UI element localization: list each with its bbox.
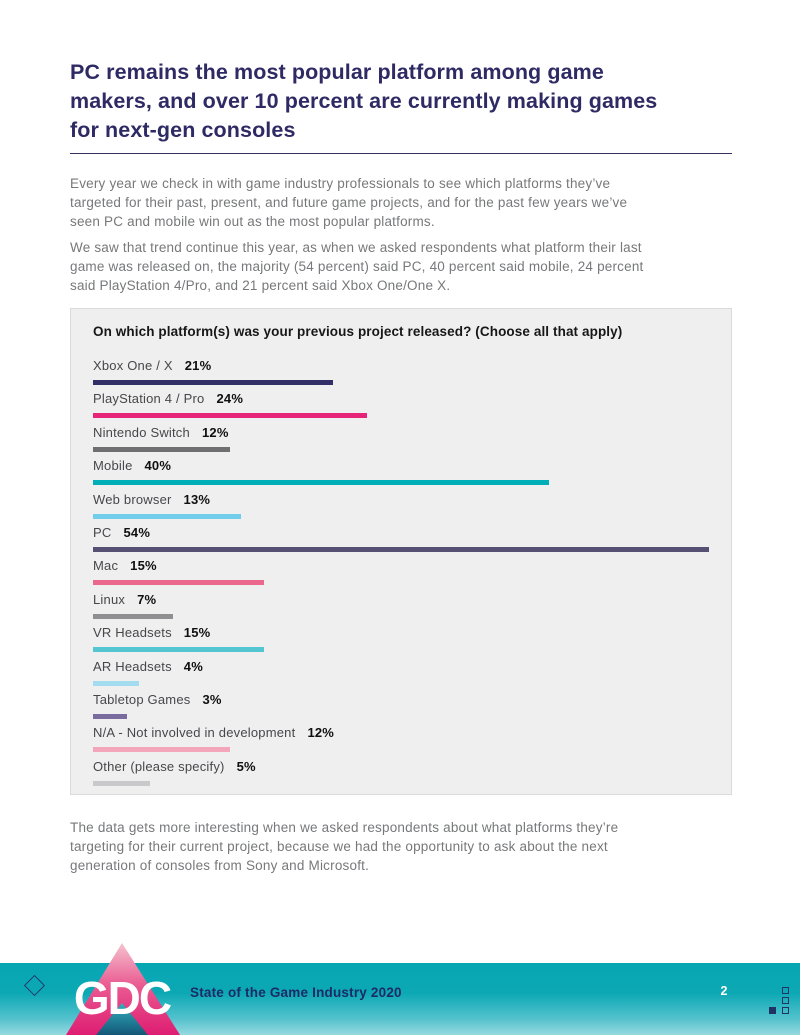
platform-label: Mobile xyxy=(93,458,133,474)
platform-label: Web browser xyxy=(93,491,172,507)
chart-row-line: PlayStation 4 / Pro 24% xyxy=(93,391,709,407)
platform-label: Nintendo Switch xyxy=(93,424,190,440)
platform-bar xyxy=(93,513,242,519)
page-title: PC remains the most popular platform amo… xyxy=(70,60,658,142)
page-number: 2 xyxy=(720,984,728,998)
chart-row: Linux 7% xyxy=(93,592,709,619)
platform-bar xyxy=(93,546,709,552)
indicator-square-outline-1 xyxy=(782,987,789,994)
survey-chart-panel: On which platform(s) was your previous p… xyxy=(70,308,732,795)
platform-label: Linux xyxy=(93,591,126,607)
logo-text: GDC xyxy=(74,972,171,1024)
platform-label: Xbox One / X xyxy=(93,358,173,373)
platform-bar xyxy=(93,480,550,486)
platform-value: 12% xyxy=(201,424,229,440)
chart-row: VR Headsets 15% xyxy=(93,625,709,653)
platform-bar xyxy=(93,380,333,385)
indicator-square-filled xyxy=(769,1007,776,1014)
chart-row: N/A - Not involved in development 12% xyxy=(93,725,709,753)
platform-label: PC xyxy=(93,524,112,540)
chart-row: Mac 15% xyxy=(93,558,709,586)
platform-bar xyxy=(93,747,230,753)
platform-value: 4% xyxy=(183,658,203,674)
platform-value: 7% xyxy=(137,591,157,607)
chart-row-line: VR Headsets 15% xyxy=(93,625,709,641)
chart-row: Xbox One / X 21% xyxy=(93,358,709,385)
platform-bar xyxy=(93,413,367,419)
platform-bar xyxy=(93,713,128,719)
platform-label: PlayStation 4 / Pro xyxy=(93,391,205,407)
logo-triangle-notch xyxy=(96,1003,148,1035)
chart-row: Nintendo Switch 12% xyxy=(93,425,709,452)
platform-label: Mac xyxy=(93,558,119,574)
indicator-square-outline-3 xyxy=(782,1007,789,1014)
chart-row-line: AR Headsets 4% xyxy=(93,659,709,675)
chart-row: Tabletop Games 3% xyxy=(93,692,709,719)
platform-bar xyxy=(93,446,230,452)
platform-label: VR Headsets xyxy=(93,625,172,641)
platform-bar xyxy=(93,580,265,586)
logo-triangle xyxy=(66,943,180,1035)
chart-row: PC 54% xyxy=(93,525,709,552)
chart-row-line: Mobile 40% xyxy=(93,458,709,474)
platform-bar xyxy=(93,647,265,653)
chart-row-line: Web browser 13% xyxy=(93,492,709,508)
platform-value: 15% xyxy=(183,625,211,641)
chart-row-line: N/A - Not involved in development 12% xyxy=(93,725,709,741)
platform-bar xyxy=(93,680,139,686)
chart-row-line: Nintendo Switch 12% xyxy=(93,425,709,441)
chart-row: Web browser 13% xyxy=(93,492,709,519)
chart-row-line: Other (please specify) 5% xyxy=(93,759,709,775)
platform-value: 21% xyxy=(184,358,212,373)
footer-title: State of the Game Industry 2020 xyxy=(190,985,402,1000)
platform-value: 12% xyxy=(307,725,335,741)
platform-value: 3% xyxy=(202,691,222,707)
chart-row-line: Xbox One / X 21% xyxy=(93,358,709,374)
outro-paragraph: The data gets more interesting when we a… xyxy=(70,820,619,873)
page-indicator-squares xyxy=(769,987,789,1016)
platform-value: 24% xyxy=(216,391,244,407)
platform-value: 40% xyxy=(144,458,172,474)
chart-row-line: Linux 7% xyxy=(93,592,709,608)
intro-paragraph-1: Every year we check in with game industr… xyxy=(70,176,628,229)
title-rule xyxy=(70,153,732,154)
platform-label: N/A - Not involved in development xyxy=(93,725,296,741)
platform-bar xyxy=(93,613,173,619)
chart-row: Other (please specify) 5% xyxy=(93,759,709,786)
platform-label: Other (please specify) xyxy=(93,758,225,774)
chart-row-line: PC 54% xyxy=(93,525,709,541)
platform-label: Tabletop Games xyxy=(93,691,191,707)
chart-row: AR Headsets 4% xyxy=(93,659,709,686)
intro-paragraph-2: We saw that trend continue this year, as… xyxy=(70,240,644,293)
platform-label: AR Headsets xyxy=(93,658,172,674)
chart-row: PlayStation 4 / Pro 24% xyxy=(93,391,709,419)
platform-value: 5% xyxy=(236,758,256,774)
chart-row-line: Mac 15% xyxy=(93,558,709,574)
platform-value: 54% xyxy=(123,524,151,540)
platform-bar xyxy=(93,780,151,786)
platform-value: 15% xyxy=(130,558,157,574)
chart-rows: Xbox One / X 21% PlayStation 4 / Pro 24% N… xyxy=(93,358,709,786)
chart-question: On which platform(s) was your previous p… xyxy=(93,324,623,339)
indicator-square-outline-2 xyxy=(782,997,789,1004)
chart-row: Mobile 40% xyxy=(93,458,709,486)
platform-value: 13% xyxy=(183,491,211,507)
chart-row-line: Tabletop Games 3% xyxy=(93,692,709,708)
gdc-logo: GDC xyxy=(66,943,180,1035)
